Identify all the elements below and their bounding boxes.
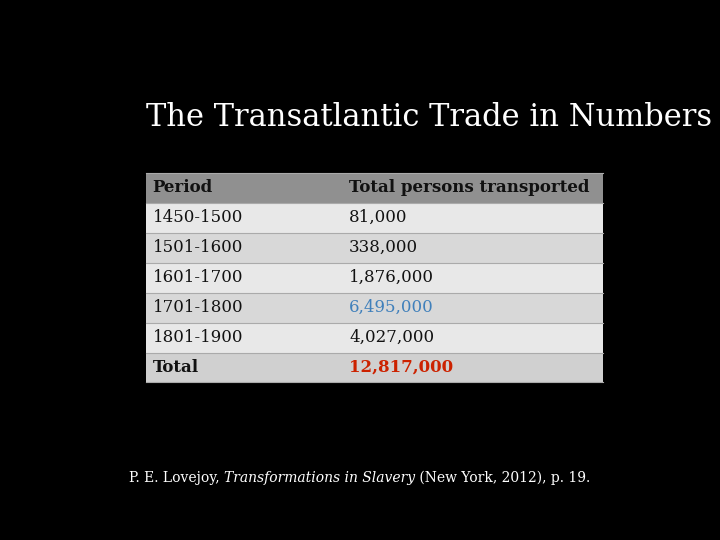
Text: 1501-1600: 1501-1600: [153, 239, 243, 256]
Text: 6,495,000: 6,495,000: [349, 299, 434, 316]
Text: Period: Period: [153, 179, 212, 197]
Text: 1701-1800: 1701-1800: [153, 299, 243, 316]
Bar: [145, 353, 603, 382]
Text: 338,000: 338,000: [349, 239, 418, 256]
Bar: [145, 173, 603, 203]
Text: (New York, 2012), p. 19.: (New York, 2012), p. 19.: [415, 471, 590, 485]
Bar: [145, 233, 603, 263]
Text: The Transatlantic Trade in Numbers: The Transatlantic Trade in Numbers: [145, 102, 712, 133]
Text: Total: Total: [153, 359, 199, 376]
Text: Transformations in Slavery: Transformations in Slavery: [225, 471, 415, 485]
Text: 4,027,000: 4,027,000: [349, 329, 434, 346]
Text: 1601-1700: 1601-1700: [153, 269, 243, 286]
Text: 1450-1500: 1450-1500: [153, 210, 243, 226]
Text: 1801-1900: 1801-1900: [153, 329, 243, 346]
Text: 81,000: 81,000: [349, 210, 408, 226]
Bar: [145, 293, 603, 322]
Text: 1,876,000: 1,876,000: [349, 269, 434, 286]
Text: Total persons transported: Total persons transported: [349, 179, 590, 197]
Bar: [145, 263, 603, 293]
Text: P. E. Lovejoy,: P. E. Lovejoy,: [130, 471, 225, 485]
Bar: [145, 203, 603, 233]
Text: 12,817,000: 12,817,000: [349, 359, 454, 376]
Bar: [145, 322, 603, 353]
